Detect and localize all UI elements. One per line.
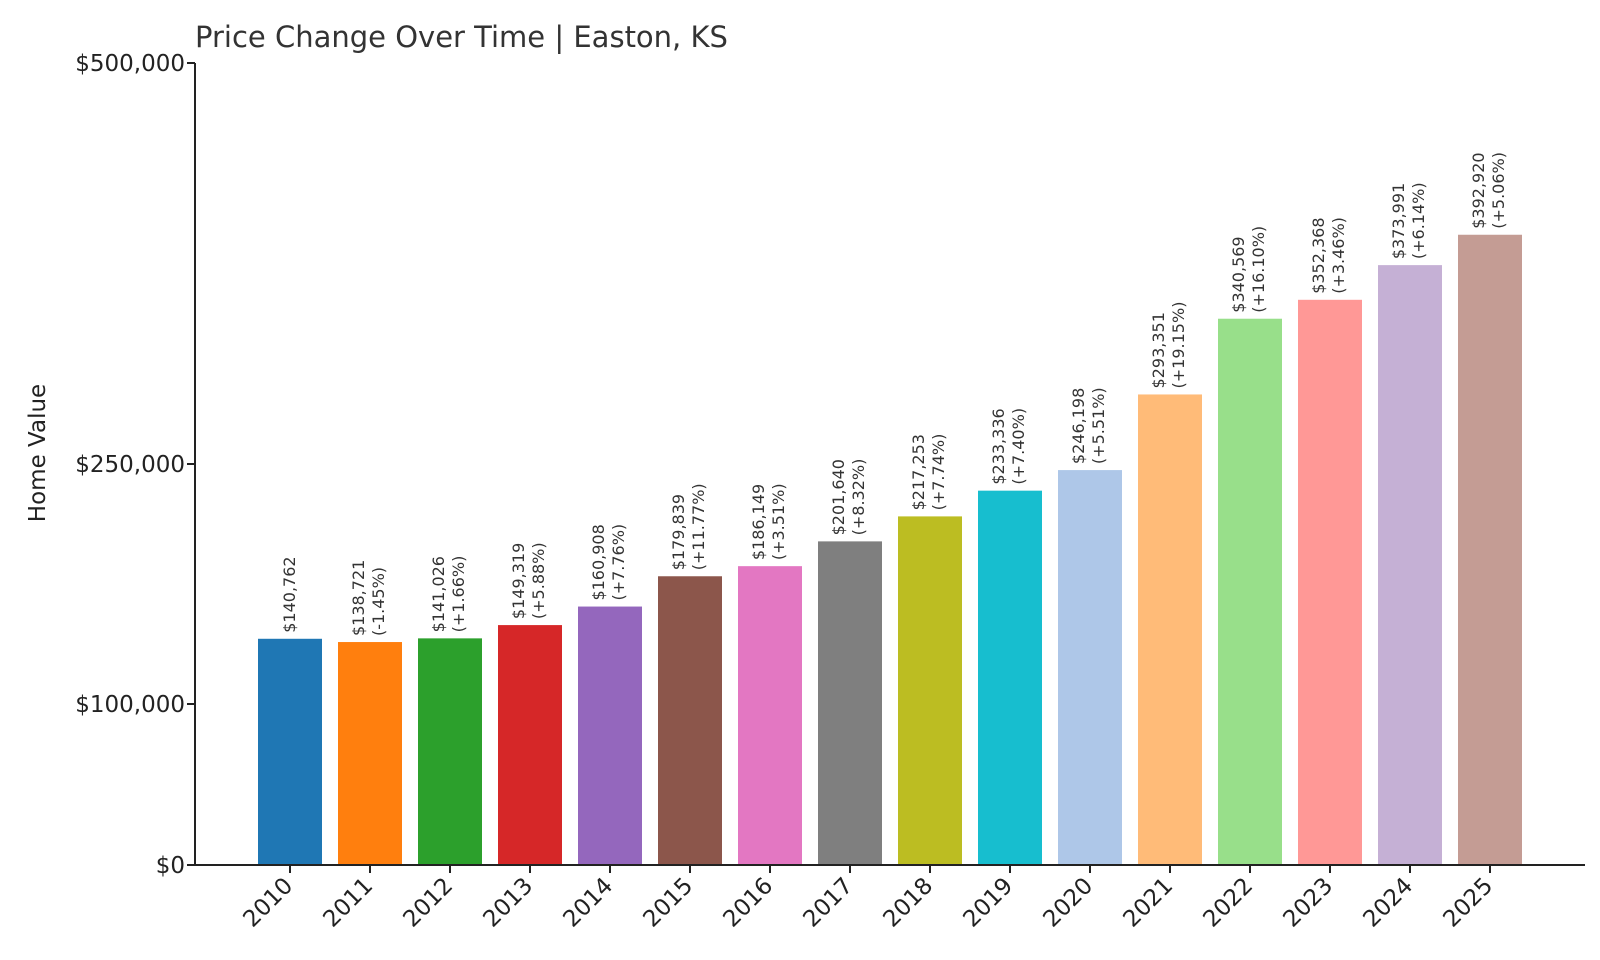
- x-tick-label: 2023: [1278, 873, 1338, 933]
- bar-2020: [1058, 470, 1122, 865]
- bar-value-label: $179,839: [669, 494, 688, 570]
- bar-2014: [578, 606, 642, 865]
- x-tick-label: 2020: [1038, 873, 1098, 933]
- bar-2023: [1298, 299, 1362, 865]
- bar-change-label: (+11.77%): [689, 483, 708, 570]
- bar-2018: [898, 516, 962, 865]
- bar-change-label: (+7.74%): [929, 434, 948, 511]
- bar-value-label: $160,908: [589, 524, 608, 600]
- x-tick-label: 2017: [798, 873, 858, 933]
- y-axis: $0 $100,000 $250,000 $500,000: [75, 51, 196, 879]
- bar-2017: [818, 541, 882, 865]
- bar-value-label: $140,762: [280, 556, 299, 632]
- x-tick-label: 2016: [718, 873, 778, 933]
- bar-change-label: (+7.40%): [1009, 408, 1028, 485]
- x-tick-label: 2025: [1438, 873, 1498, 933]
- x-axis: 2010 2011 2012 2013 2014 2015 2016 2017 2018 2019…: [195, 864, 1585, 933]
- bar-value-label: $138,721: [349, 560, 368, 636]
- bar-value-label: $141,026: [429, 556, 448, 632]
- bar-value-label: $149,319: [509, 543, 528, 619]
- bar-value-label: $293,351: [1149, 312, 1168, 388]
- bar-change-label: (+7.76%): [609, 524, 628, 601]
- x-tick-label: 2011: [318, 873, 378, 933]
- bars-group: [258, 234, 1522, 866]
- bar-2019: [978, 490, 1042, 865]
- bar-change-label: (+16.10%): [1249, 226, 1268, 313]
- x-tick-label: 2019: [958, 873, 1018, 933]
- bar-value-label: $392,920: [1469, 152, 1488, 228]
- x-tick-label: 2021: [1118, 873, 1178, 933]
- chart-title: Price Change Over Time | Easton, KS: [195, 20, 728, 54]
- bar-change-label: (+5.06%): [1489, 152, 1508, 229]
- bar-2013: [498, 625, 562, 865]
- bar-change-label: (+3.46%): [1329, 217, 1348, 294]
- bar-2024: [1378, 265, 1442, 866]
- y-tick-label: $0: [156, 853, 185, 879]
- bar-value-label: $233,336: [989, 408, 1008, 484]
- y-tick-label: $100,000: [75, 692, 185, 718]
- bar-change-label: (+19.15%): [1169, 302, 1188, 389]
- bar-change-label: (+5.51%): [1089, 387, 1108, 464]
- bar-change-label: (-1.45%): [369, 567, 388, 636]
- y-tick-label: $500,000: [75, 51, 185, 77]
- bar-value-label: $340,569: [1229, 236, 1248, 312]
- y-tick-label: $250,000: [75, 452, 185, 478]
- bar-2011: [338, 642, 402, 865]
- bar-2010: [258, 638, 322, 865]
- bar-2015: [658, 576, 722, 865]
- x-tick-label: 2010: [238, 873, 298, 933]
- x-tick-label: 2018: [878, 873, 938, 933]
- bar-2012: [418, 638, 482, 865]
- y-axis-label: Home Value: [25, 384, 51, 522]
- bar-2025: [1458, 234, 1522, 865]
- bar-labels-group: $140,762 $138,721 (-1.45%) $141,026 (+1.66%)…: [280, 152, 1508, 636]
- bar-change-label: (+1.66%): [449, 556, 468, 633]
- x-tick-label: 2024: [1358, 873, 1418, 933]
- bar-value-label: $201,640: [829, 459, 848, 535]
- bar-change-label: (+8.32%): [849, 459, 868, 536]
- bar-change-label: (+5.88%): [529, 542, 548, 619]
- x-tick-label: 2022: [1198, 873, 1258, 933]
- x-tick-label: 2015: [638, 873, 698, 933]
- bar-value-label: $186,149: [749, 484, 768, 560]
- x-tick-label: 2014: [558, 873, 618, 933]
- bar-2021: [1138, 394, 1202, 865]
- bar-change-label: (+6.14%): [1409, 182, 1428, 259]
- bar-value-label: $217,253: [909, 434, 928, 510]
- bar-2016: [738, 566, 802, 865]
- bar-value-label: $246,198: [1069, 388, 1088, 464]
- bar-value-label: $373,991: [1389, 183, 1408, 259]
- bar-value-label: $352,368: [1309, 217, 1328, 293]
- bar-change-label: (+3.51%): [769, 483, 788, 560]
- bar-2022: [1218, 318, 1282, 866]
- x-tick-label: 2012: [398, 873, 458, 933]
- x-tick-label: 2013: [478, 873, 538, 933]
